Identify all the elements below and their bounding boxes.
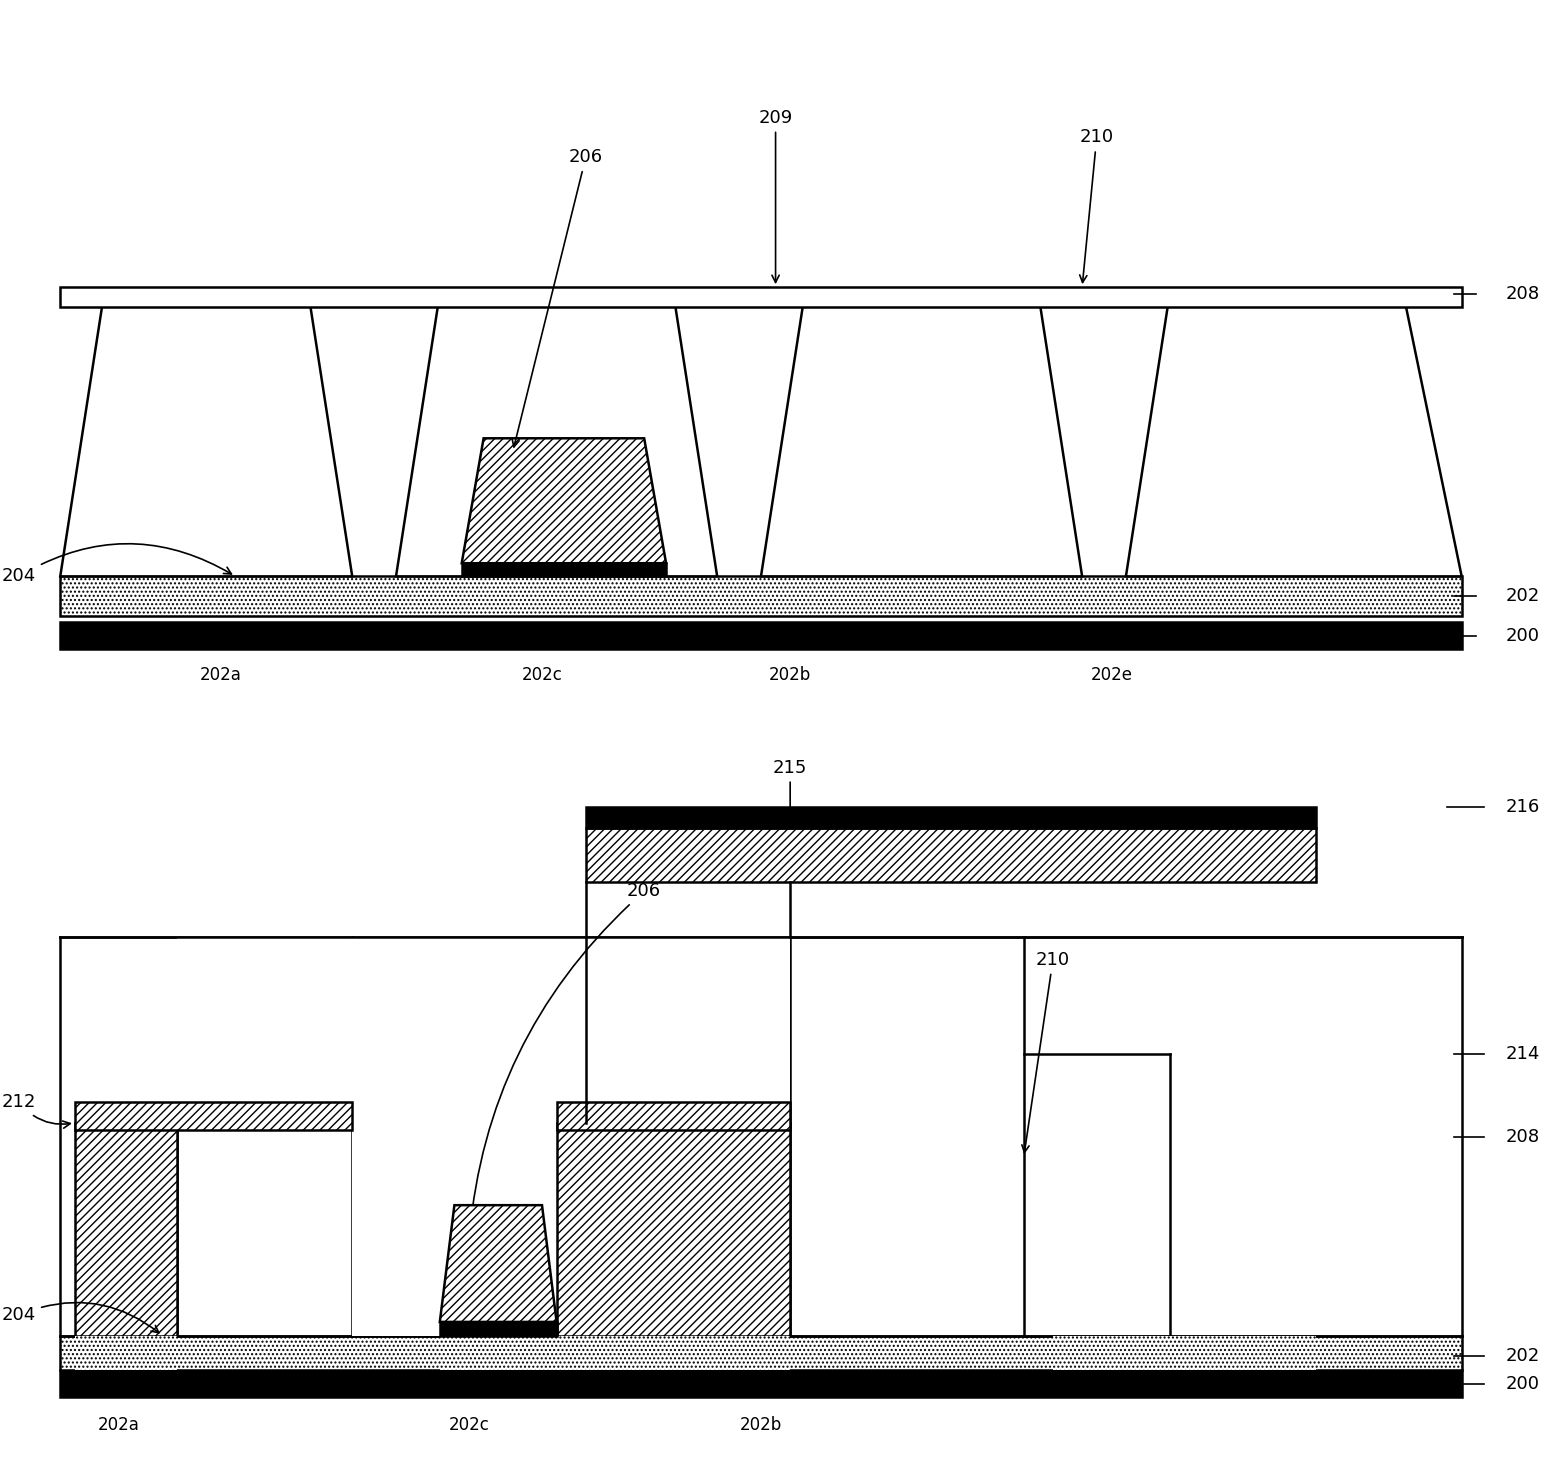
Bar (61, 286, 1461, 307)
Polygon shape (61, 294, 353, 576)
Bar (75, 1102, 353, 1129)
Bar (439, 1335, 556, 1370)
Polygon shape (1126, 294, 1461, 576)
Bar (556, 1102, 790, 1129)
Bar (556, 938, 790, 1122)
Text: 210: 210 (1022, 951, 1070, 1153)
Bar (1053, 1335, 1315, 1370)
Bar (75, 1335, 177, 1370)
Text: 209: 209 (758, 108, 792, 282)
Text: 208: 208 (1505, 1128, 1539, 1145)
Text: 206: 206 (512, 148, 603, 447)
Bar (585, 806, 1315, 827)
Bar (61, 1370, 1461, 1397)
Text: 202b: 202b (739, 1416, 783, 1433)
Text: 204: 204 (2, 543, 231, 586)
Polygon shape (396, 294, 717, 576)
Text: 202a: 202a (200, 666, 242, 684)
Text: 202c: 202c (449, 1416, 489, 1433)
Polygon shape (761, 294, 1082, 576)
Bar (461, 562, 666, 576)
Text: 200: 200 (1505, 627, 1539, 644)
Bar (61, 577, 1461, 617)
Bar (556, 1335, 790, 1370)
Text: 214: 214 (1505, 1045, 1541, 1064)
Polygon shape (461, 438, 666, 564)
Text: 212: 212 (2, 1093, 70, 1128)
Bar (75, 1122, 177, 1335)
Text: 202a: 202a (98, 1416, 140, 1433)
Bar (61, 1335, 1461, 1370)
Text: 200: 200 (1505, 1375, 1539, 1392)
Bar (556, 1122, 790, 1335)
Text: 202: 202 (1505, 587, 1539, 605)
Text: 202b: 202b (769, 666, 811, 684)
Polygon shape (439, 1205, 556, 1322)
Text: 202: 202 (1505, 1347, 1539, 1365)
Text: 204: 204 (2, 1303, 158, 1332)
Bar (585, 827, 1315, 882)
Text: 210: 210 (1079, 129, 1114, 282)
Text: 215: 215 (773, 758, 808, 823)
Bar (61, 622, 1461, 649)
Text: 202e: 202e (1090, 666, 1132, 684)
Text: 208: 208 (1505, 285, 1539, 302)
Text: 206: 206 (466, 882, 662, 1235)
Text: 202c: 202c (522, 666, 562, 684)
Bar (353, 938, 556, 1335)
Text: 216: 216 (1505, 798, 1539, 815)
Bar (177, 938, 353, 1122)
Bar (439, 1322, 556, 1335)
